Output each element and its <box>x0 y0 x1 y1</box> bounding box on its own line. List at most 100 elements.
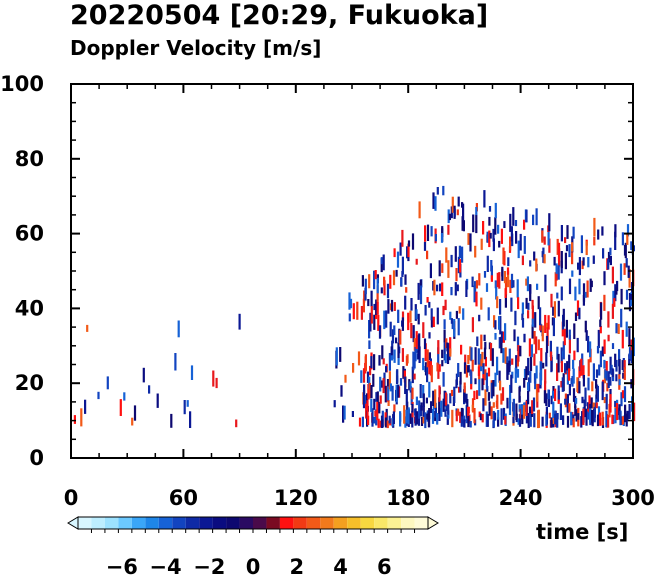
echo-mark <box>563 328 566 346</box>
echo-mark <box>442 372 445 387</box>
echo-mark <box>444 409 447 417</box>
echo-mark <box>436 307 439 325</box>
echo-mark <box>430 365 433 383</box>
echo-mark <box>467 365 470 373</box>
echo-mark <box>621 390 625 399</box>
echo-mark <box>614 405 617 424</box>
echo-mark <box>596 346 600 354</box>
echo-mark <box>509 213 512 232</box>
echo-mark <box>463 419 466 428</box>
echo-mark <box>415 309 418 320</box>
echo-mark <box>537 339 540 351</box>
echo-mark <box>623 386 627 403</box>
echo-mark <box>607 311 610 328</box>
echo-mark <box>373 303 376 311</box>
echo-mark <box>603 359 606 369</box>
echo-mark <box>446 349 450 364</box>
echo-mark <box>488 401 491 416</box>
echo-mark <box>86 324 89 332</box>
echo-mark <box>628 354 631 366</box>
echo-mark <box>561 377 564 392</box>
echo-mark <box>361 275 364 287</box>
echo-mark <box>517 345 520 362</box>
x-axis-label: time [s] <box>536 520 629 544</box>
colorbar-swatch <box>306 517 321 529</box>
echo-mark <box>584 387 587 407</box>
echo-mark <box>409 413 412 424</box>
echo-mark <box>607 258 610 270</box>
echo-mark <box>449 393 452 404</box>
echo-mark <box>441 349 444 359</box>
echo-mark <box>614 231 617 250</box>
echo-mark <box>183 400 186 415</box>
echo-mark <box>553 256 556 266</box>
echo-mark <box>367 299 370 307</box>
echo-mark <box>582 283 586 302</box>
echo-mark <box>458 306 461 314</box>
echo-mark <box>515 231 518 244</box>
echo-mark <box>603 397 606 404</box>
echo-mark <box>520 405 523 419</box>
echo-mark <box>494 333 497 340</box>
echo-mark <box>582 408 585 425</box>
echo-mark <box>411 410 414 428</box>
echo-mark <box>344 374 347 383</box>
echo-mark <box>492 411 495 428</box>
echo-mark <box>535 365 538 379</box>
echo-mark <box>623 263 626 275</box>
echo-mark <box>570 378 573 385</box>
echo-mark <box>422 322 425 338</box>
colorbar-swatch <box>320 517 334 529</box>
echo-mark <box>444 299 447 311</box>
echo-mark <box>494 320 497 330</box>
echo-mark <box>557 300 560 317</box>
echo-mark <box>535 208 538 226</box>
echo-mark <box>625 413 628 427</box>
echo-mark <box>550 417 553 428</box>
echo-mark <box>385 310 388 328</box>
echo-mark <box>596 386 599 402</box>
echo-mark <box>393 349 396 363</box>
echo-mark <box>623 360 626 369</box>
echo-mark <box>380 258 383 273</box>
echo-mark <box>487 367 491 377</box>
colorbar-swatch <box>253 517 267 529</box>
echo-mark <box>568 354 571 372</box>
echo-mark <box>582 295 585 306</box>
echo-mark <box>544 314 547 333</box>
echo-mark <box>391 329 395 344</box>
echo-mark <box>580 416 583 428</box>
echo-mark <box>458 386 461 393</box>
echo-mark <box>593 406 596 423</box>
echo-mark <box>576 377 579 392</box>
echo-mark <box>73 415 76 424</box>
echo-mark <box>395 384 398 403</box>
x-tick-label: 0 <box>64 486 79 510</box>
echo-mark <box>615 359 618 372</box>
echo-mark <box>462 220 465 232</box>
echo-mark <box>587 408 590 414</box>
echo-mark <box>483 347 487 360</box>
echo-mark <box>500 228 503 244</box>
echo-mark <box>488 216 491 226</box>
echo-mark <box>577 262 580 270</box>
echo-mark <box>393 325 396 335</box>
colorbar-swatch <box>172 517 186 529</box>
echo-mark <box>174 353 177 371</box>
echo-mark <box>494 217 497 235</box>
echo-mark <box>511 358 514 365</box>
y-tick-label: 0 <box>29 446 44 470</box>
echo-mark <box>459 259 462 273</box>
echo-mark <box>605 410 608 428</box>
echo-mark <box>587 257 590 268</box>
echo-mark <box>568 278 572 295</box>
echo-mark <box>560 347 563 364</box>
echo-mark <box>497 417 500 427</box>
echo-mark <box>525 366 528 380</box>
echo-mark <box>363 384 366 394</box>
echo-mark <box>492 380 495 397</box>
echo-mark <box>423 241 427 251</box>
echo-mark <box>607 251 611 263</box>
echo-mark <box>564 363 567 373</box>
echo-mark <box>407 240 411 247</box>
